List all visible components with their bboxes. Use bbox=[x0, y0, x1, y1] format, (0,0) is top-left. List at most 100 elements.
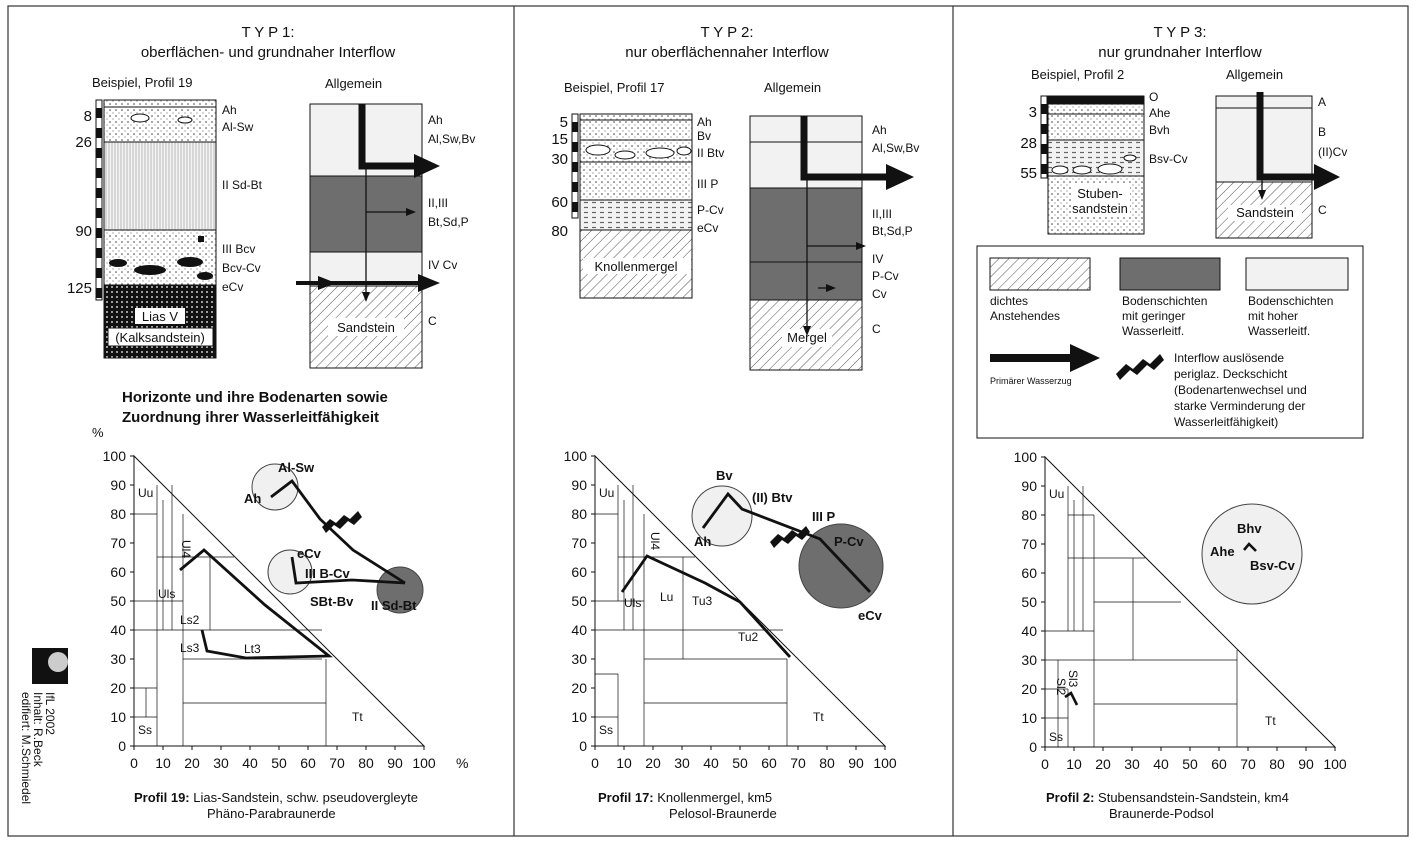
legend-text: Bodenschichten bbox=[1122, 294, 1207, 308]
general-profile: Mergel Ah Al,Sw,Bv II,III Bt,Sd,P IV P-C… bbox=[749, 115, 919, 371]
depth: 30 bbox=[551, 151, 568, 168]
zone-label: Uu bbox=[1049, 487, 1064, 501]
x-tick-label: 90 bbox=[848, 755, 864, 771]
caption-text: Lias-Sandstein, schw. pseudovergleyte bbox=[193, 790, 418, 805]
type-title: T Y P 3: bbox=[1153, 24, 1206, 41]
horizon-label: Bvh bbox=[1149, 123, 1170, 137]
x-tick-label: 50 bbox=[271, 755, 287, 771]
x-tick-label: 80 bbox=[1269, 756, 1285, 772]
general-label: Allgemein bbox=[1226, 67, 1283, 82]
zone-label: Uls bbox=[624, 596, 641, 610]
horizon-label: III P bbox=[697, 177, 718, 191]
zone-label: Uls bbox=[158, 587, 175, 601]
point-label: Ahe bbox=[1210, 544, 1235, 559]
general-layer: IV Cv bbox=[428, 258, 457, 272]
legend: dichtes Anstehendes Bodenschichten mit g… bbox=[976, 245, 1364, 439]
section-heading-1: Horizonte und ihre Bodenarten sowie bbox=[122, 389, 388, 406]
y-tick-label: 100 bbox=[564, 448, 588, 464]
y-tick-label: 20 bbox=[110, 680, 126, 696]
general-layer: Cv bbox=[872, 287, 887, 301]
general-layer: A bbox=[1318, 95, 1326, 109]
x-tick-label: 80 bbox=[358, 755, 374, 771]
axis-percent-x: % bbox=[456, 755, 468, 771]
x-tick-label: 40 bbox=[703, 755, 719, 771]
zone-label: Uu bbox=[599, 486, 614, 500]
point-label: III B-Cv bbox=[305, 566, 351, 581]
caption-text: Stubensandstein-Sandstein, km4 bbox=[1098, 790, 1289, 805]
horizon-label: eCv bbox=[697, 221, 718, 235]
depth-125: 125 bbox=[67, 280, 92, 297]
interflow-layer-icon bbox=[1116, 354, 1164, 380]
general-layer: P-Cv bbox=[872, 269, 899, 283]
section-heading-2: Zuordnung ihrer Wasserleitfähigkeit bbox=[122, 409, 379, 426]
x-tick-label: 30 bbox=[674, 755, 690, 771]
general-base: Sandstein bbox=[1236, 205, 1294, 220]
general-label: Allgemein bbox=[325, 76, 382, 91]
y-tick-label: 80 bbox=[571, 506, 587, 522]
primary-flow-arrow-icon bbox=[1070, 344, 1100, 372]
x-tick-label: 60 bbox=[300, 755, 316, 771]
x-tick-label: 30 bbox=[213, 755, 229, 771]
type-subtitle: nur oberflächennaher Interflow bbox=[625, 44, 829, 61]
point-label: III P bbox=[812, 509, 835, 524]
texture-triangle-3: Uu Sl3 Sl2 Ss Tt Bhv Ahe Bsv-Cv 10090807… bbox=[1014, 449, 1347, 772]
x-tick-label: 100 bbox=[873, 755, 897, 771]
panel-typ3: T Y P 3: nur grundnaher Interflow Beispi… bbox=[976, 24, 1364, 821]
y-tick-label: 0 bbox=[1029, 739, 1037, 755]
legend-swatch-low bbox=[1119, 257, 1221, 291]
zone-label: Tu3 bbox=[692, 594, 713, 608]
horizon-label: eCv bbox=[222, 280, 243, 294]
x-tick-label: 20 bbox=[184, 755, 200, 771]
type-subtitle: oberflächen- und grundnaher Interflow bbox=[141, 44, 396, 61]
caption-line-2: Phäno-Parabraunerde bbox=[207, 806, 336, 821]
x-tick-label: 100 bbox=[1323, 756, 1347, 772]
credit-line: Inhalt: R.Beck bbox=[31, 692, 45, 768]
logo-mark bbox=[48, 652, 68, 672]
point-label: Ah bbox=[694, 534, 711, 549]
horizon-label: Ahe bbox=[1149, 106, 1171, 120]
x-tick-label: 60 bbox=[1211, 756, 1227, 772]
x-tick-label: 30 bbox=[1124, 756, 1140, 772]
horizon-label: Ah bbox=[222, 103, 237, 117]
legend-text: periglaz. Deckschicht bbox=[1174, 367, 1288, 381]
zone-label: Tu2 bbox=[738, 630, 759, 644]
horizon-label: P-Cv bbox=[697, 203, 724, 217]
point-label: (II) Btv bbox=[752, 490, 793, 505]
depth: 15 bbox=[551, 131, 568, 148]
general-layer: Ah bbox=[872, 123, 887, 137]
legend-text: dichtes bbox=[990, 294, 1028, 308]
x-tick-label: 0 bbox=[1041, 756, 1049, 772]
y-tick-label: 50 bbox=[110, 593, 126, 609]
zone-label: Ul4 bbox=[648, 532, 662, 550]
zone-label: Ss bbox=[138, 723, 152, 737]
type-title: T Y P 1: bbox=[241, 24, 294, 41]
caption-line-2: Pelosol-Braunerde bbox=[669, 806, 777, 821]
x-tick-label: 10 bbox=[155, 755, 171, 771]
x-tick-label: 100 bbox=[412, 755, 436, 771]
y-tick-label: 30 bbox=[110, 651, 126, 667]
x-tick-label: 0 bbox=[130, 755, 138, 771]
general-layer: IV bbox=[872, 252, 883, 266]
y-tick-label: 80 bbox=[110, 506, 126, 522]
y-tick-label: 100 bbox=[103, 448, 127, 464]
horizon-label: II Btv bbox=[697, 146, 724, 160]
general-label: Allgemein bbox=[764, 80, 821, 95]
y-tick-label: 0 bbox=[579, 738, 587, 754]
y-tick-label: 60 bbox=[110, 564, 126, 580]
x-tick-label: 70 bbox=[790, 755, 806, 771]
x-tick-label: 70 bbox=[1240, 756, 1256, 772]
y-tick-label: 20 bbox=[1021, 681, 1037, 697]
x-axis: 0 10 20 30 40 50 60 70 80 90 100 bbox=[1041, 747, 1347, 772]
caption-line-1: Profil 2: Stubensandstein-Sandstein, km4 bbox=[1046, 790, 1289, 805]
y-tick-label: 20 bbox=[571, 680, 587, 696]
point-label: Al-Sw bbox=[278, 460, 315, 475]
y-tick-label: 10 bbox=[1021, 710, 1037, 726]
panel-typ2: T Y P 2: nur oberflächennaher Interflow … bbox=[551, 24, 919, 821]
example-label: Beispiel, Profil 19 bbox=[92, 75, 192, 90]
depth-90: 90 bbox=[75, 223, 92, 240]
legend-text: Wasserleitf. bbox=[1248, 324, 1310, 338]
credit-line: edifiert: M.Schmiedel bbox=[19, 692, 33, 804]
y-tick-label: 60 bbox=[571, 564, 587, 580]
